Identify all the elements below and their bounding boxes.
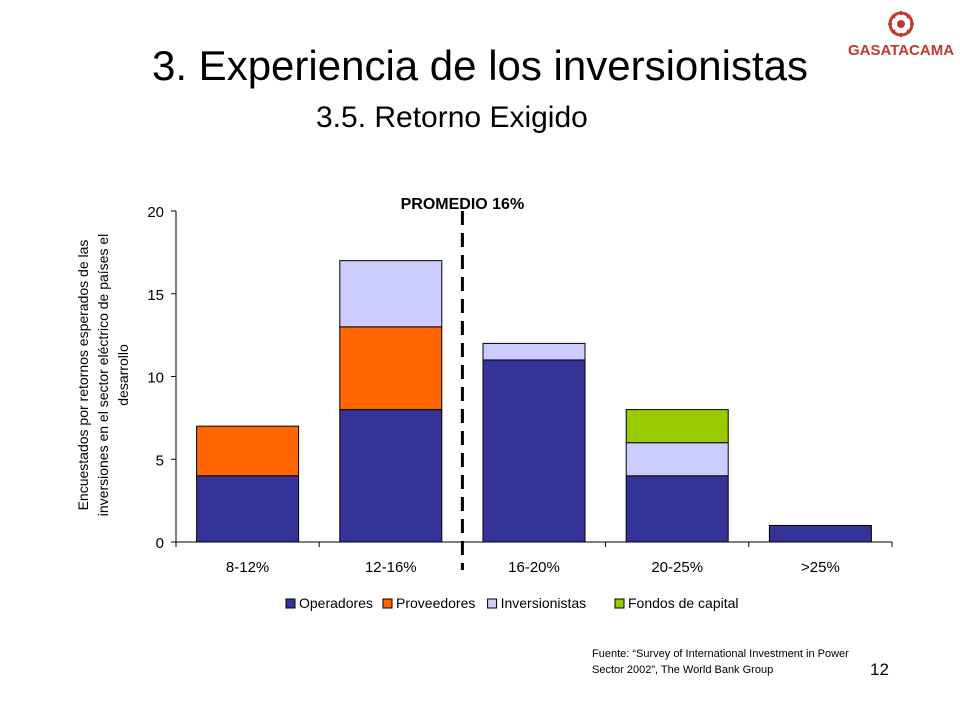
x-tick-label: 8-12% — [226, 559, 269, 576]
x-tick-label: 20-25% — [651, 559, 703, 576]
y-tick-label: 0 — [156, 535, 164, 552]
x-tick-label: 12-16% — [365, 559, 417, 576]
y-axis-label: Encuestados por retornos esperados de la… — [75, 240, 91, 511]
x-tick-label: >25% — [801, 559, 840, 576]
bar-operadores — [625, 475, 729, 543]
legend-label: Inversionistas — [501, 595, 587, 611]
legend-label: Operadores — [299, 595, 373, 611]
sun-logo-icon — [888, 11, 914, 37]
page-number: 12 — [870, 660, 889, 679]
bar-proveedores — [339, 326, 443, 411]
bar-operadores — [768, 524, 872, 543]
source-note: Fuente: “Survey of International Investm… — [592, 646, 912, 678]
legend-swatch — [487, 598, 498, 609]
y-tick-label: 10 — [147, 370, 164, 387]
bar-inversionistas — [339, 260, 443, 328]
y-tick-label: 5 — [156, 452, 164, 469]
bar-operadores — [196, 475, 300, 543]
bar-operadores — [339, 409, 443, 543]
bar-inversionistas — [625, 442, 729, 477]
y-axis-label: desarrollo — [115, 344, 131, 406]
x-tick-label: 16-20% — [508, 559, 560, 576]
logo-wordmark: GASATACAMA — [847, 42, 955, 59]
legend-swatch — [285, 598, 296, 609]
bar-operadores — [482, 359, 586, 543]
legend-label: Fondos de capital — [628, 595, 739, 611]
source-line-1: Fuente: “Survey of International Investm… — [592, 648, 849, 660]
y-tick-label: 20 — [147, 204, 164, 221]
slide-subtitle: 3.5. Retorno Exigido — [316, 101, 588, 134]
y-tick-label: 15 — [147, 287, 164, 304]
source-line-2: Sector 2002”, The World Bank Group — [592, 664, 774, 676]
bar-proveedores — [196, 425, 300, 477]
legend-swatch — [614, 598, 625, 609]
company-logo: GASATACAMA — [846, 8, 956, 66]
bar-inversionistas — [482, 342, 586, 361]
legend-label: Proveedores — [396, 595, 475, 611]
bar-fondos-de-capital — [625, 409, 729, 444]
legend-swatch — [382, 598, 393, 609]
y-axis-label: inversiones en el sector eléctrico de pa… — [95, 234, 111, 516]
slide-title: 3. Experiencia de los inversionistas — [151, 42, 808, 89]
average-annotation: PROMEDIO 16% — [401, 196, 525, 213]
